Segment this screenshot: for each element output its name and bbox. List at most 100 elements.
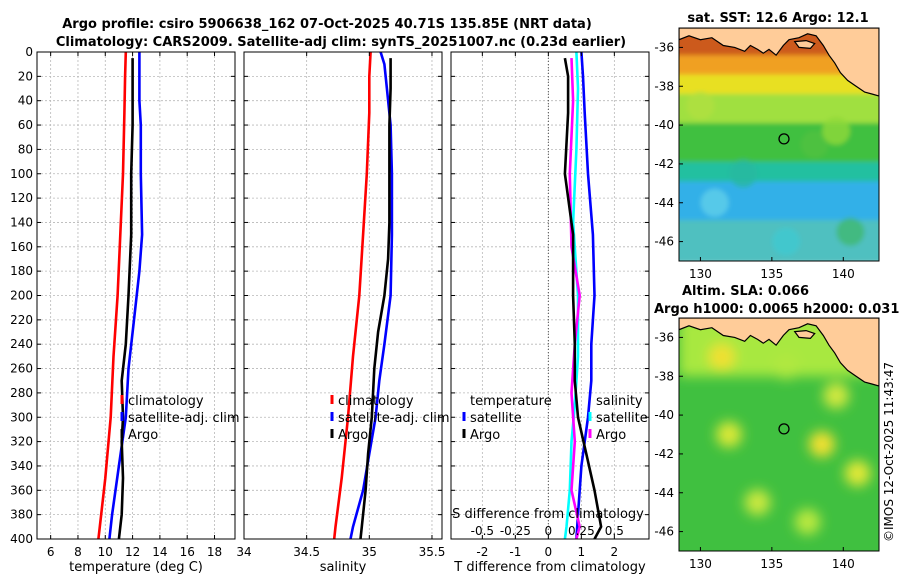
sla_map-eddy (708, 343, 735, 370)
sla_map-xtick-label: 140 (832, 557, 855, 571)
sst_map-band (679, 161, 879, 186)
sst_map-xtick-label: 130 (689, 267, 712, 281)
depth-tick-label: 360 (10, 483, 33, 497)
depth-tick-label: 100 (10, 167, 33, 181)
sst_map-ytick-label: -36 (654, 40, 674, 54)
sst_map-land (679, 28, 879, 97)
sst-map-title: sat. SST: 12.6 Argo: 12.1 (687, 11, 868, 26)
sla_map-eddy (823, 382, 850, 409)
difference-xtick-label: -1 (509, 545, 521, 559)
sst_map-ytick-label: -44 (654, 196, 674, 210)
temperature-xtick-label: 10 (98, 545, 113, 559)
temperature-series-group (97, 52, 144, 539)
depth-tick-label: 120 (10, 191, 33, 205)
depth-tick-label: 0 (25, 45, 33, 59)
sla_map-content (679, 318, 879, 551)
sst_map-argo-marker (778, 133, 790, 145)
salinity-xtick-label: 35 (362, 545, 377, 559)
difference-s-tick-label: 0.5 (605, 524, 624, 538)
difference-s-tick-label: -0.25 (500, 524, 531, 538)
temperature-xtick-label: 8 (74, 545, 82, 559)
difference-xtick-label: 2 (611, 545, 619, 559)
depth-tick-label: 60 (18, 118, 33, 132)
sla_map-eddy (773, 353, 800, 380)
sst_map-patch (700, 188, 729, 217)
salinity-series-satellite-adj-clim (349, 52, 394, 539)
depth-tick-label: 240 (10, 337, 33, 351)
difference-series-argo-temperature (563, 57, 603, 539)
sst-map-panel: 130 135 140 -36 -38 -40 -42 -44 -46 (654, 27, 880, 281)
depth-tick-label: 380 (10, 508, 33, 522)
sst_map-ytick-label: -42 (654, 157, 674, 171)
temperature-xtick-label: 16 (180, 545, 195, 559)
difference-s-tick-label: -0.5 (471, 524, 494, 538)
sla_map-eddy (844, 460, 871, 487)
depth-tick-label: 220 (10, 313, 33, 327)
difference-legend-right-label: Argo (596, 428, 626, 443)
temperature-xtick-label: 14 (152, 545, 167, 559)
difference-series-satellite-temperature (575, 52, 596, 539)
sla_map-island (793, 329, 816, 340)
temperature-panel: 6 8 10 12 14 16 180204060801001201401601802002… (10, 45, 240, 575)
difference-legend-right-label: salinity (596, 394, 643, 409)
sst_map-patch (800, 130, 829, 159)
sst_map-content (679, 28, 879, 261)
salinity-legend-label: Argo (338, 428, 368, 443)
sst_map-ytick-label: -40 (654, 118, 674, 132)
salinity-series-group (332, 52, 394, 539)
depth-tick-label: 140 (10, 215, 33, 229)
difference-s-tick-label: 0 (545, 524, 553, 538)
depth-tick-label: 200 (10, 289, 33, 303)
sst_map-island (793, 39, 816, 50)
temperature-xlabel: temperature (deg C) (69, 560, 203, 575)
depth-tick-label: 160 (10, 240, 33, 254)
sla-map-subtitle: Argo h1000: 0.0065 h2000: 0.031 (654, 302, 899, 317)
difference-xtick-label: -2 (476, 545, 488, 559)
sla_map-xtick-label: 130 (689, 557, 712, 571)
depth-tick-label: 320 (10, 435, 33, 449)
sla_map-ytick-label: -46 (654, 525, 674, 539)
sla_map-eddy (716, 421, 742, 448)
sla_map-ytick-label: -38 (654, 369, 674, 383)
sst_map-band (679, 55, 879, 79)
salinity-xtick-label: 34.5 (293, 545, 320, 559)
sla-map-title: Altim. SLA: 0.066 (682, 284, 809, 299)
difference-xlabel: T difference from climatology (453, 560, 646, 575)
difference-xtick-label: 1 (578, 545, 586, 559)
sla_map-ytick-label: -36 (654, 330, 674, 344)
difference-legend-left-label: satellite (470, 411, 522, 426)
sla_map-ytick-label: -42 (654, 447, 674, 461)
depth-tick-label: 180 (10, 264, 33, 278)
depth-tick-label: 340 (10, 459, 33, 473)
sla_map-ytick-label: -44 (654, 486, 674, 500)
difference-series-group (563, 52, 603, 539)
difference-legend-left-label: temperature (470, 394, 552, 409)
depth-tick-label: 260 (10, 362, 33, 376)
figure-title-line2: Climatology: CARS2009. Satellite-adj cli… (56, 35, 626, 50)
salinity-panel: 34 34.5 35 35.5 salinity climatology satellite… (236, 51, 450, 575)
sla_map-land (679, 318, 879, 387)
sst_map-patch (822, 116, 851, 145)
temperature-xtick-label: 18 (207, 545, 222, 559)
sst_map-ytick-label: -46 (654, 235, 674, 249)
difference-s-tick-label: 0.25 (568, 524, 595, 538)
salinity-series-climatology (332, 52, 372, 539)
sla_map-frame (678, 317, 880, 552)
depth-tick-label: 40 (18, 94, 33, 108)
temperature-series-climatology (97, 52, 128, 539)
sst_map-xtick-label: 135 (760, 267, 783, 281)
temperature-xtick-label: 6 (47, 545, 55, 559)
sst_map-patch (686, 91, 715, 120)
salinity-xtick-label: 35.5 (419, 545, 446, 559)
depth-tick-label: 80 (18, 142, 33, 156)
difference-panel: -2 -1 0 1 2T difference from climatology S di… (450, 51, 650, 575)
sst_map-band (679, 123, 879, 166)
sla-map-panel: 130 135 140 -36 -38 -40 -42 -44 -46 (654, 317, 880, 571)
sla_map-eddy (744, 489, 771, 516)
salinity-xlabel: salinity (320, 560, 367, 575)
salinity-legend-label: satellite-adj. clim (338, 411, 450, 426)
difference-legend-right-label: satellite (596, 411, 648, 426)
sla_map-eddy (794, 508, 821, 535)
salinity-legend-label: climatology (338, 394, 414, 409)
